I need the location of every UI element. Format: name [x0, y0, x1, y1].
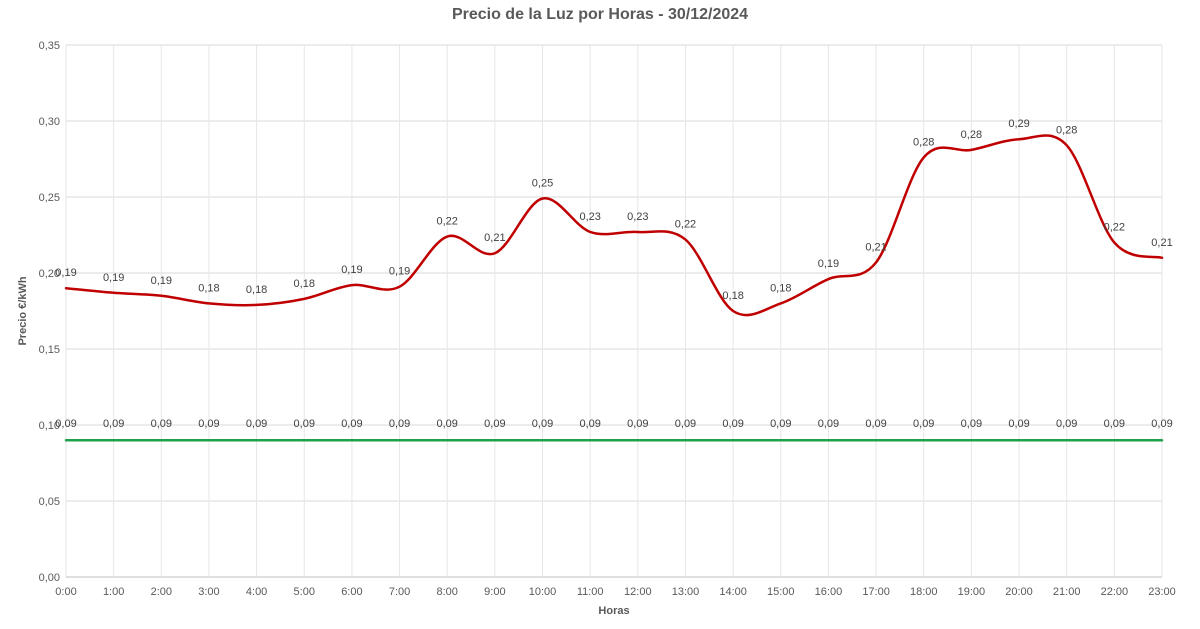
x-tick-label: 8:00	[437, 586, 458, 598]
x-tick-label: 11:00	[577, 586, 604, 598]
data-label: 0,09	[294, 418, 315, 430]
x-tick-label: 3:00	[198, 586, 219, 598]
y-tick-label: 0,25	[39, 192, 60, 204]
x-tick-label: 14:00	[719, 586, 747, 598]
data-label: 0,18	[198, 282, 219, 294]
x-tick-label: 18:00	[910, 586, 938, 598]
data-label: 0,19	[103, 272, 124, 284]
data-label: 0,09	[198, 418, 219, 430]
data-label: 0,23	[627, 211, 648, 223]
data-label: 0,28	[1056, 124, 1077, 136]
data-label: 0,09	[770, 418, 791, 430]
x-tick-label: 7:00	[389, 586, 410, 598]
data-label: 0,09	[818, 418, 839, 430]
series-lines	[64, 134, 1164, 442]
data-label: 0,21	[865, 241, 886, 253]
data-labels: 0,19 0,19 0,19 0,18 0,18 0,18 0,19 0,19 0,22 0,21…	[55, 118, 1172, 430]
data-label: 0,23	[579, 211, 600, 223]
x-tick-label: 17:00	[862, 586, 890, 598]
data-label: 0,09	[675, 418, 696, 430]
y-tick-label: 0,35	[39, 40, 60, 52]
x-tick-label: 23:00	[1148, 586, 1176, 598]
y-axis-ticks: 0,00 0,05 0,10 0,15 0,20 0,25 0,30 0,35	[39, 40, 60, 584]
data-label: 0,22	[1104, 222, 1125, 234]
data-label: 0,09	[1104, 418, 1125, 430]
data-label: 0,29	[1008, 118, 1029, 130]
y-tick-label: 0,20	[39, 268, 60, 280]
data-label: 0,18	[294, 278, 315, 290]
data-label: 0,09	[246, 418, 267, 430]
y-tick-label: 0,10	[39, 420, 60, 432]
x-tick-label: 10:00	[529, 586, 557, 598]
x-tick-label: 5:00	[294, 586, 315, 598]
data-label: 0,09	[484, 418, 505, 430]
data-label: 0,09	[722, 418, 743, 430]
x-tick-label: 16:00	[815, 586, 843, 598]
x-axis-ticks: 0:00 1:00 2:00 3:00 4:00 5:00 6:00 7:00 8:00 9:00…	[55, 586, 1175, 598]
chart-title: Precio de la Luz por Horas - 30/12/2024	[451, 6, 749, 23]
gridlines	[65, 44, 1163, 578]
y-axis-title: Precio €/kWh	[17, 276, 29, 345]
x-tick-label: 13:00	[672, 586, 700, 598]
y-tick-label: 0,30	[39, 116, 60, 128]
data-label: 0,09	[151, 418, 172, 430]
x-tick-label: 22:00	[1101, 586, 1129, 598]
x-tick-label: 9:00	[484, 586, 505, 598]
x-tick-label: 6:00	[341, 586, 362, 598]
y-tick-label: 0,00	[39, 572, 60, 584]
x-tick-label: 12:00	[624, 586, 652, 598]
data-label: 0,09	[913, 418, 934, 430]
y-tick-label: 0,15	[39, 344, 60, 356]
data-label: 0,21	[484, 232, 505, 244]
data-label: 0,09	[103, 418, 124, 430]
data-label: 0,09	[1056, 418, 1077, 430]
data-label: 0,19	[818, 258, 839, 270]
data-label: 0,21	[1151, 237, 1172, 249]
data-label: 0,09	[865, 418, 886, 430]
x-tick-label: 15:00	[767, 586, 795, 598]
x-tick-label: 19:00	[958, 586, 986, 598]
x-tick-label: 20:00	[1005, 586, 1033, 598]
x-tick-label: 4:00	[246, 586, 267, 598]
data-label: 0,09	[437, 418, 458, 430]
data-label: 0,09	[1008, 418, 1029, 430]
data-label: 0,09	[1151, 418, 1172, 430]
data-label: 0,19	[389, 266, 410, 278]
x-tick-label: 1:00	[103, 586, 124, 598]
series-line-1	[64, 134, 1164, 317]
x-tick-label: 0:00	[55, 586, 76, 598]
x-axis-title: Horas	[598, 605, 629, 617]
data-label: 0,09	[341, 418, 362, 430]
data-label: 0,09	[627, 418, 648, 430]
data-label: 0,18	[722, 290, 743, 302]
data-label: 0,19	[341, 264, 362, 276]
data-label: 0,22	[675, 219, 696, 231]
data-label: 0,18	[770, 282, 791, 294]
data-label: 0,18	[246, 284, 267, 296]
data-label: 0,19	[55, 267, 76, 279]
data-label: 0,19	[151, 275, 172, 287]
x-tick-label: 21:00	[1053, 586, 1081, 598]
data-label: 0,09	[532, 418, 553, 430]
x-tick-label: 2:00	[151, 586, 172, 598]
data-label: 0,09	[579, 418, 600, 430]
data-label: 0,25	[532, 178, 553, 190]
data-label: 0,09	[961, 418, 982, 430]
data-label: 0,28	[913, 136, 934, 148]
data-label: 0,22	[437, 216, 458, 228]
data-label: 0,09	[55, 418, 76, 430]
data-label: 0,28	[961, 129, 982, 141]
y-tick-label: 0,05	[39, 496, 60, 508]
data-label: 0,09	[389, 418, 410, 430]
